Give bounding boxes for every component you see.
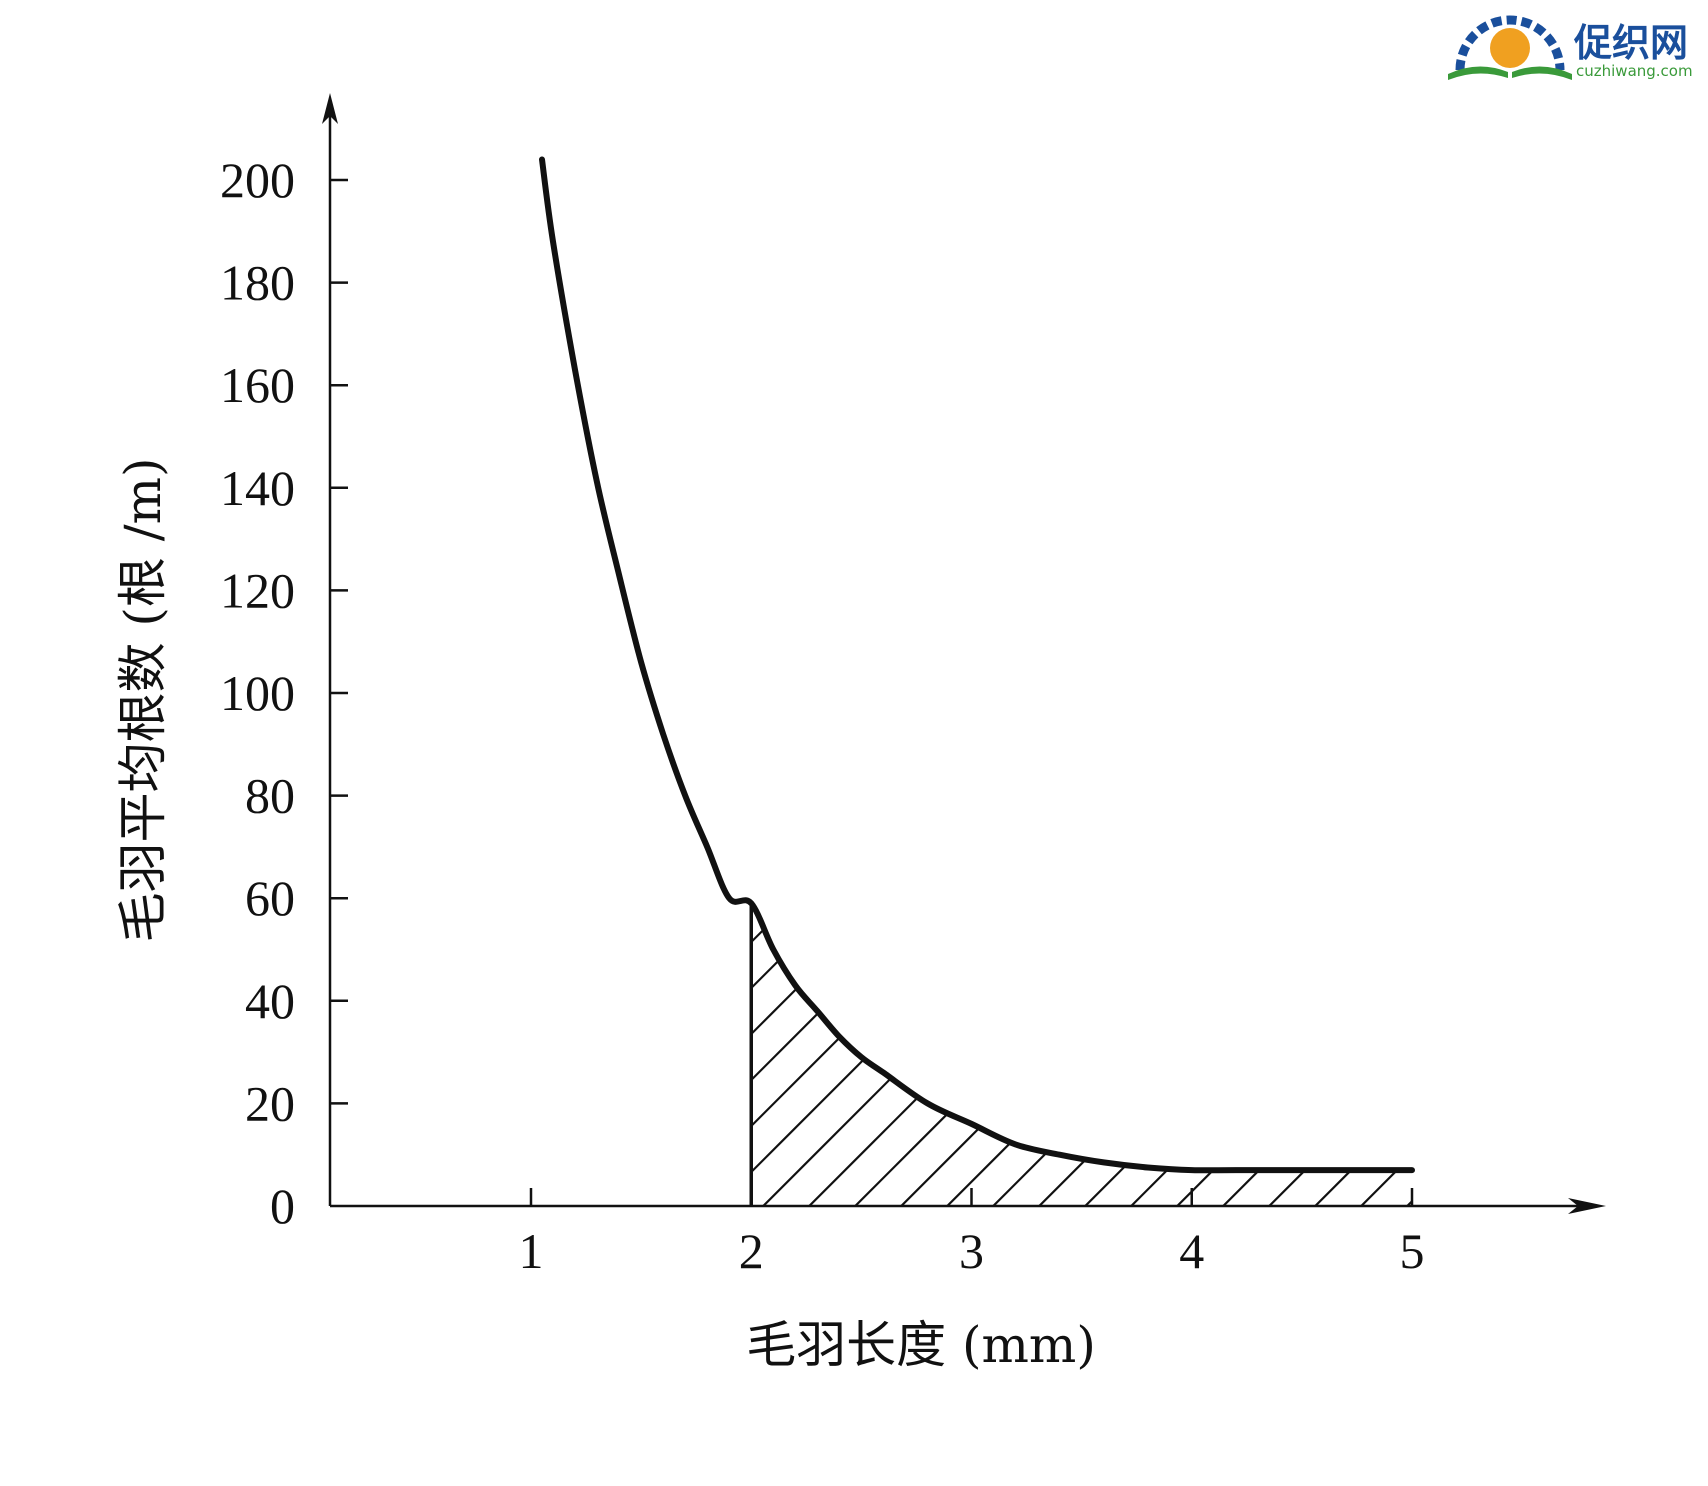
logo-english-text: cuzhiwang.com [1576, 62, 1693, 80]
hatch-line [1038, 903, 1412, 1206]
hatch-line [1499, 206, 1708, 1206]
hatch-line [1130, 903, 1412, 1206]
x-tick-label: 4 [1179, 1223, 1204, 1279]
cuzhiwang-logo: 促织网 cuzhiwang.com [1448, 15, 1693, 80]
hatch-line [1360, 903, 1412, 1206]
hatch-line [808, 903, 1412, 1206]
hatch-line [751, 903, 1259, 1206]
hatch-line [751, 903, 1213, 1206]
x-axis-title: 毛羽长度 (mm) [746, 1316, 1096, 1374]
y-tick-label: 40 [245, 973, 295, 1029]
hatch-line [751, 903, 1351, 1206]
gear-logo-icon [1448, 15, 1572, 80]
x-tick-label: 3 [959, 1223, 984, 1279]
y-tick-label: 140 [220, 460, 295, 516]
hatch-line [751, 903, 1305, 1206]
hatch-line [1084, 903, 1412, 1206]
hatch-line [1637, 206, 1708, 1206]
hatch-line [751, 903, 1412, 1206]
hatch-line [1406, 903, 1412, 1206]
hatch-line [751, 903, 1412, 1206]
hatch-line [900, 903, 1412, 1206]
hatch-line [1268, 903, 1412, 1206]
hatch-line [1222, 903, 1412, 1206]
y-ticks: 0 20 40 60 80 100 120 140 160 180 200 [220, 152, 348, 1234]
x-tick-label: 5 [1400, 1223, 1425, 1279]
y-tick-label: 60 [245, 870, 295, 926]
y-axis-title: 毛羽平均根数 (根 /m) [114, 457, 172, 942]
y-tick-label: 0 [270, 1178, 295, 1234]
hatch-line [751, 903, 1412, 1206]
hatch-line [751, 903, 1412, 1206]
y-tick-label: 100 [220, 665, 295, 721]
y-tick-label: 80 [245, 768, 295, 824]
y-tick-label: 160 [220, 357, 295, 413]
x-axis-arrow-icon [1568, 1198, 1606, 1214]
hatch-line [751, 903, 753, 1206]
series-line [539, 156, 1415, 1174]
y-tick-label: 200 [220, 152, 295, 208]
y-tick-label: 20 [245, 1075, 295, 1131]
hatch-line [1453, 206, 1708, 1206]
hatch-line [1591, 206, 1708, 1206]
hatch-line [751, 903, 1412, 1206]
y-tick-label: 120 [220, 562, 295, 618]
hatch-line [1314, 903, 1412, 1206]
hatch-line [751, 903, 1412, 1206]
hatch-line [854, 903, 1412, 1206]
hatch-line [751, 903, 1167, 1206]
hatch-line [1545, 206, 1708, 1206]
hatch-line [1683, 206, 1708, 1206]
logo-chinese-text: 促织网 [1573, 21, 1688, 65]
y-tick-label: 180 [220, 255, 295, 311]
hatch-line [1176, 903, 1412, 1206]
hatch-line [751, 903, 1412, 1206]
hatch-line [992, 903, 1412, 1206]
x-tick-label: 2 [739, 1223, 764, 1279]
x-tick-label: 1 [519, 1223, 544, 1279]
hatch-line [751, 903, 1029, 1206]
hatch-line [946, 903, 1412, 1206]
hatch-line [751, 903, 1397, 1206]
hatch-line [762, 903, 1412, 1206]
axes [322, 93, 1606, 1214]
x-ticks: 1 2 3 4 5 [519, 1188, 1425, 1279]
y-axis-arrow-icon [322, 93, 338, 124]
